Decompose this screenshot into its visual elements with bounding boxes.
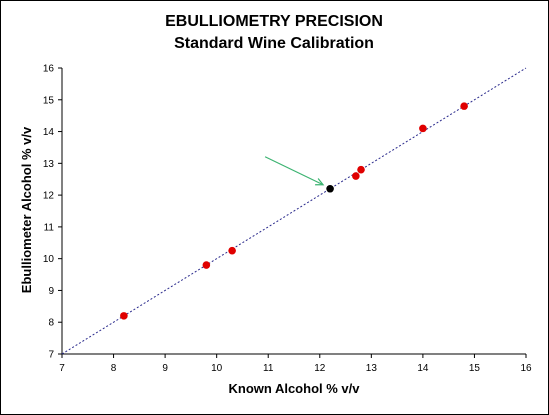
y-tick-label: 14 [43,127,55,138]
data-point [202,261,211,269]
y-tick-label: 11 [44,222,55,233]
data-point [419,124,427,133]
x-tick-label: 10 [211,363,223,374]
y-tick-label: 12 [43,191,55,202]
x-tick-label: 16 [520,363,532,374]
annotation-arrow-shaft [264,156,324,186]
x-tick-label: 9 [162,363,168,374]
x-tick-label: 8 [111,363,117,374]
y-tick-label: 10 [43,254,55,265]
data-point [352,172,360,180]
data-point [357,165,365,174]
chart-subtitle: Standard Wine Calibration [174,35,374,52]
y-tick-label: 13 [43,159,55,170]
x-tick-label: 7 [59,363,65,374]
x-tick-label: 14 [417,363,429,374]
chart-title: EBULLIOMETRY PRECISION [165,13,383,30]
x-tick-label: 15 [469,363,481,374]
x-tick-label: 12 [314,363,326,374]
data-point [120,312,128,320]
data-point [460,102,468,110]
data-point [228,246,236,255]
data-point [326,184,334,193]
x-axis-label: Known Alcohol % v/v [229,381,361,396]
plot-area: 7 8 9 10 11 12 13 14 15 16 7 8 9 10 11 12 13 14 15 16 [43,64,532,375]
annotation-arrow-head [315,178,325,186]
y-tick-label: 8 [48,318,54,329]
y-axis-label: Ebulliometer Alcohol % v/v [19,126,34,293]
y-tick-label: 15 [43,95,55,106]
y-tick-label: 16 [43,64,55,75]
x-tick-label: 11 [263,363,274,374]
x-tick-label: 13 [366,363,378,374]
y-tick-label: 7 [48,350,54,361]
reference-line [61,67,527,355]
y-tick-label: 9 [48,286,54,297]
